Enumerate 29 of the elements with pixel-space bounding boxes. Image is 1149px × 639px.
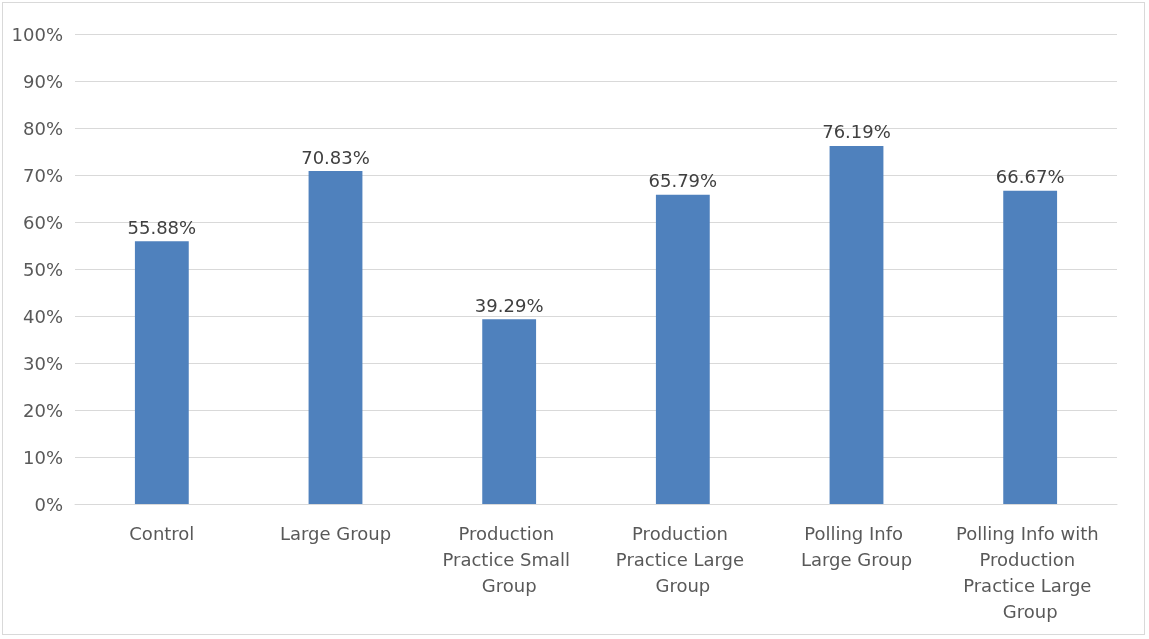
x-tick-label: Production Practice Large Group: [615, 522, 750, 596]
data-label: 76.19%: [822, 121, 891, 143]
data-label: 39.29%: [474, 294, 544, 316]
x-tick-label: Control: [129, 522, 195, 544]
x-tick-label: Polling Info Large Group: [800, 522, 913, 570]
bar: [829, 145, 884, 504]
y-tick-label: 10%: [22, 446, 63, 468]
data-label: 55.88%: [127, 216, 197, 238]
y-tick-label: 60%: [22, 211, 63, 233]
y-tick-label: 90%: [22, 70, 63, 92]
y-tick-label: 30%: [22, 352, 63, 374]
y-tick-label: 0%: [34, 493, 63, 515]
y-tick-label: 20%: [22, 399, 63, 421]
y-tick-label: 70%: [22, 164, 63, 186]
data-label: 65.79%: [648, 170, 718, 192]
bar: [655, 194, 710, 504]
bar: [482, 319, 537, 504]
x-tick-label: Large Group: [279, 522, 392, 544]
y-tick-label: 40%: [22, 305, 63, 327]
data-label: 70.83%: [301, 146, 370, 168]
x-tick-label: Production Practice Small Group: [442, 522, 576, 596]
y-tick-label: 80%: [22, 117, 63, 139]
y-tick-label: 100%: [11, 23, 63, 45]
bar: [134, 241, 189, 504]
bar: [1003, 190, 1058, 504]
x-tick-label: Polling Info with Production Practice Large Group: [955, 522, 1105, 622]
bar: [308, 171, 363, 504]
y-tick-label: 50%: [22, 258, 63, 280]
data-label: 66.67%: [995, 166, 1065, 188]
